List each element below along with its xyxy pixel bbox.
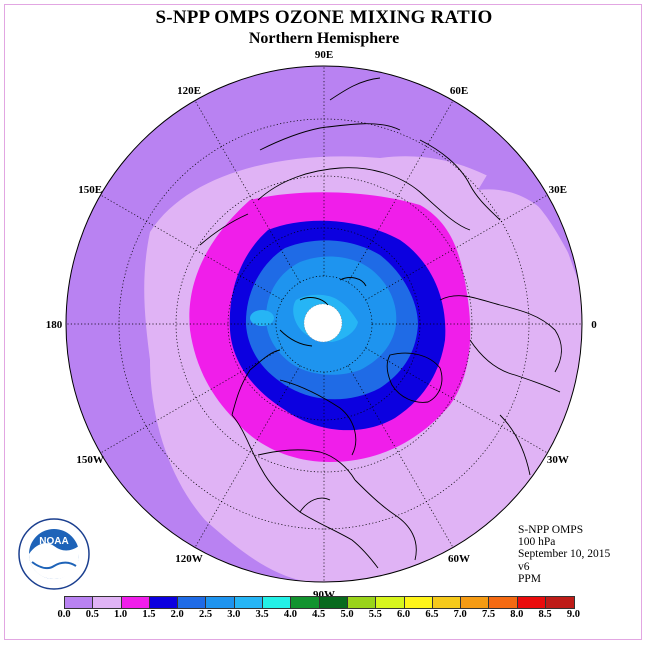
meridian-line <box>365 347 548 454</box>
colorbar <box>64 596 576 609</box>
colorbar-swatch <box>432 597 462 608</box>
colorbar-tick-label: 3.0 <box>227 609 241 620</box>
longitude-label-60w: 60W <box>448 553 470 565</box>
colorbar-ticks: 0.0 0.5 1.0 1.5 2.0 2.5 3.0 3.5 4.0 4.5 5.0 5.5 6.0 6… <box>0 609 648 623</box>
info-instrument: S-NPP OMPS <box>518 524 584 536</box>
colorbar-tick-label: 6.0 <box>397 609 411 620</box>
longitude-label-120e: 120E <box>177 85 201 97</box>
longitude-label-120w: 120W <box>175 553 203 565</box>
noaa-logo-text: NOAA <box>39 536 68 547</box>
colorbar-tick-label: 6.5 <box>425 609 439 620</box>
colorbar-swatch <box>65 597 94 608</box>
colorbar-tick-label: 4.5 <box>312 609 326 620</box>
colorbar-tick-label: 8.0 <box>510 609 524 620</box>
longitude-label-30e: 30E <box>549 184 567 196</box>
colorbar-swatch <box>319 597 348 608</box>
longitude-label-30w: 30W <box>547 454 569 466</box>
meridian-line <box>365 194 548 301</box>
colorbar-tick-label: 0.0 <box>57 609 71 620</box>
info-level: 100 hPa <box>518 536 556 549</box>
colorbar-swatch <box>234 597 264 608</box>
meridian-lines <box>66 66 582 582</box>
map-subtitle: Northern Hemisphere <box>248 30 400 47</box>
figure-frame <box>4 4 642 640</box>
colorbar-tick-label: 2.0 <box>170 609 184 620</box>
colorbar-tick-label: 0.5 <box>85 609 99 620</box>
meridian-line <box>347 365 454 548</box>
colorbar-swatch <box>376 597 405 608</box>
polar-missing-data <box>304 304 342 342</box>
colorbar-swatch <box>517 597 547 608</box>
longitude-label-180: 180 <box>46 319 63 331</box>
colorbar-tick-label: 8.5 <box>538 609 552 620</box>
colorbar-tick-label: 2.5 <box>198 609 213 620</box>
colorbar-swatch <box>178 597 207 608</box>
colorbar-tick-label: 9.0 <box>566 609 580 620</box>
colorbar-swatch <box>546 597 575 608</box>
colorbar-swatch <box>489 597 518 608</box>
longitude-label-60e: 60E <box>450 85 468 97</box>
info-units: PPM <box>518 572 542 585</box>
colorbar-tick-label: 1.5 <box>142 609 156 620</box>
colorbar-swatch <box>347 597 377 608</box>
colorbar-tick-label: 3.5 <box>255 609 269 620</box>
colorbar-swatch <box>291 597 320 608</box>
colorbar-tick-label: 1.0 <box>114 609 128 620</box>
colorbar-tick-label: 7.5 <box>481 609 496 620</box>
meridian-line <box>100 347 283 454</box>
colorbar-tick-label: 4.0 <box>283 609 297 620</box>
colorbar-swatch <box>149 597 179 608</box>
colorbar-swatch <box>263 597 292 608</box>
longitude-label-150w: 150W <box>76 454 104 466</box>
info-block: S-NPP OMPS 100 hPa September 10, 2015 v6… <box>518 524 610 585</box>
meridian-line <box>194 100 301 283</box>
info-version: v6 <box>518 560 530 573</box>
colorbar-swatch <box>461 597 490 608</box>
colorbar-tick-label: 5.5 <box>368 609 382 620</box>
longitude-label-150e: 150E <box>78 184 102 196</box>
longitude-label-0: 0 <box>591 319 597 331</box>
colorbar-tick-label: 7.0 <box>453 609 467 620</box>
meridian-line <box>347 100 454 283</box>
coastlines <box>199 77 562 569</box>
map-title: S-NPP OMPS OZONE MIXING RATIO <box>155 7 493 28</box>
info-date: September 10, 2015 <box>518 548 611 561</box>
noaa-logo: NOAA <box>18 518 90 590</box>
colorbar-swatch <box>121 597 150 608</box>
longitude-label-90e: 90E <box>315 49 333 61</box>
meridian-line <box>100 194 283 301</box>
meridian-line <box>194 365 301 548</box>
colorbar-swatch <box>93 597 122 608</box>
colorbar-tick-label: 5.0 <box>340 609 354 620</box>
colorbar-swatch <box>404 597 433 608</box>
colorbar-swatch <box>206 597 235 608</box>
